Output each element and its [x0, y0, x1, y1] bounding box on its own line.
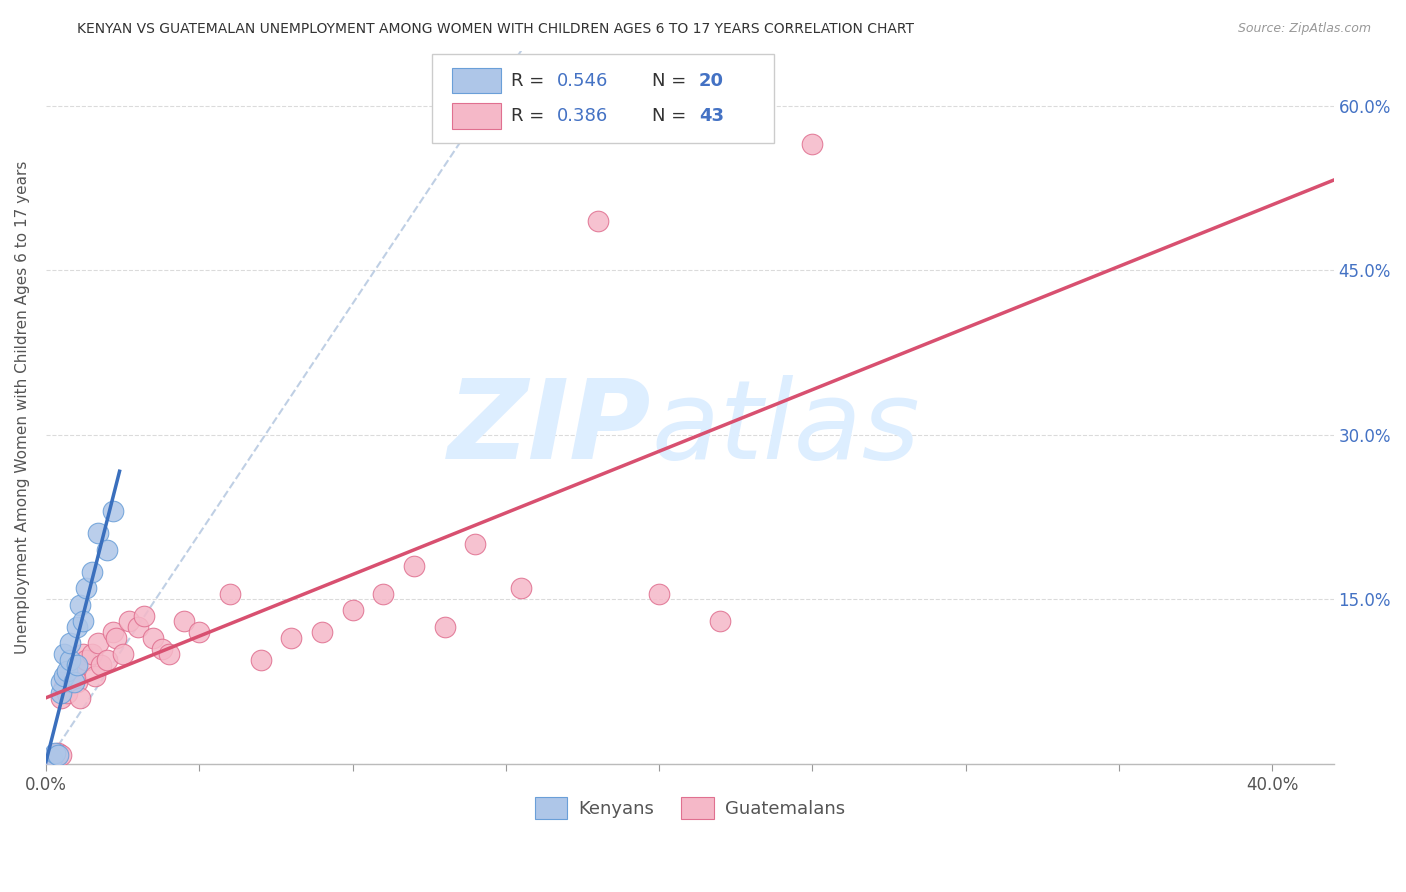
Point [59, 674, 82, 689]
Point [44, 751, 66, 765]
Point [53, 680, 76, 694]
Point [510, 582, 533, 596]
Point [280, 631, 302, 645]
Legend: Kenyans, Guatemalans: Kenyans, Guatemalans [527, 789, 852, 826]
Text: R =: R = [510, 71, 550, 89]
Point [72, 614, 94, 628]
Point [69, 691, 91, 706]
Text: 0.386: 0.386 [557, 107, 609, 125]
Text: atlas: atlas [651, 376, 920, 483]
Point [188, 625, 211, 640]
Point [801, 136, 824, 151]
Point [51, 674, 73, 689]
FancyBboxPatch shape [451, 103, 501, 129]
Point [173, 614, 195, 628]
Point [59, 652, 82, 666]
Y-axis label: Unemployment Among Women with Children Ages 6 to 17 years: Unemployment Among Women with Children A… [15, 161, 30, 654]
Point [51, 747, 73, 762]
Point [80, 565, 103, 579]
Point [56, 685, 79, 699]
Text: Source: ZipAtlas.com: Source: ZipAtlas.com [1237, 22, 1371, 36]
Point [249, 652, 271, 666]
Point [53, 669, 76, 683]
Point [586, 213, 609, 227]
Point [69, 598, 91, 612]
Point [75, 652, 97, 666]
Point [90, 658, 112, 673]
Point [53, 647, 76, 661]
Text: R =: R = [510, 107, 550, 125]
Point [56, 664, 79, 678]
Point [87, 526, 110, 541]
Point [464, 537, 486, 551]
Point [96, 542, 118, 557]
Point [62, 669, 84, 683]
Point [44, 746, 66, 760]
Point [127, 620, 149, 634]
Point [219, 587, 242, 601]
FancyBboxPatch shape [432, 54, 773, 144]
FancyBboxPatch shape [451, 68, 501, 94]
Point [41, 751, 63, 765]
Text: 20: 20 [699, 71, 724, 89]
Point [105, 631, 128, 645]
Point [152, 641, 174, 656]
Point [103, 504, 125, 518]
Point [433, 620, 456, 634]
Point [62, 674, 84, 689]
Point [66, 658, 89, 673]
Point [709, 614, 731, 628]
Point [142, 631, 165, 645]
Text: ZIP: ZIP [447, 376, 651, 483]
Point [75, 582, 97, 596]
Point [80, 647, 103, 661]
Point [96, 652, 118, 666]
Point [311, 625, 333, 640]
Text: 43: 43 [699, 107, 724, 125]
Point [118, 614, 141, 628]
Point [132, 608, 155, 623]
Point [648, 587, 671, 601]
Point [72, 647, 94, 661]
Point [46, 746, 69, 760]
Point [51, 685, 73, 699]
Point [342, 603, 364, 617]
Point [157, 647, 180, 661]
Point [373, 587, 395, 601]
Point [103, 625, 125, 640]
Text: 0.546: 0.546 [557, 71, 609, 89]
Point [66, 620, 89, 634]
Point [46, 747, 69, 762]
Point [51, 691, 73, 706]
Point [87, 636, 110, 650]
Point [111, 647, 134, 661]
Point [59, 636, 82, 650]
Point [66, 674, 89, 689]
Point [402, 559, 425, 574]
Text: N =: N = [652, 107, 693, 125]
Text: KENYAN VS GUATEMALAN UNEMPLOYMENT AMONG WOMEN WITH CHILDREN AGES 6 TO 17 YEARS C: KENYAN VS GUATEMALAN UNEMPLOYMENT AMONG … [77, 22, 914, 37]
Point [84, 669, 107, 683]
Text: N =: N = [652, 71, 693, 89]
Point [66, 658, 89, 673]
